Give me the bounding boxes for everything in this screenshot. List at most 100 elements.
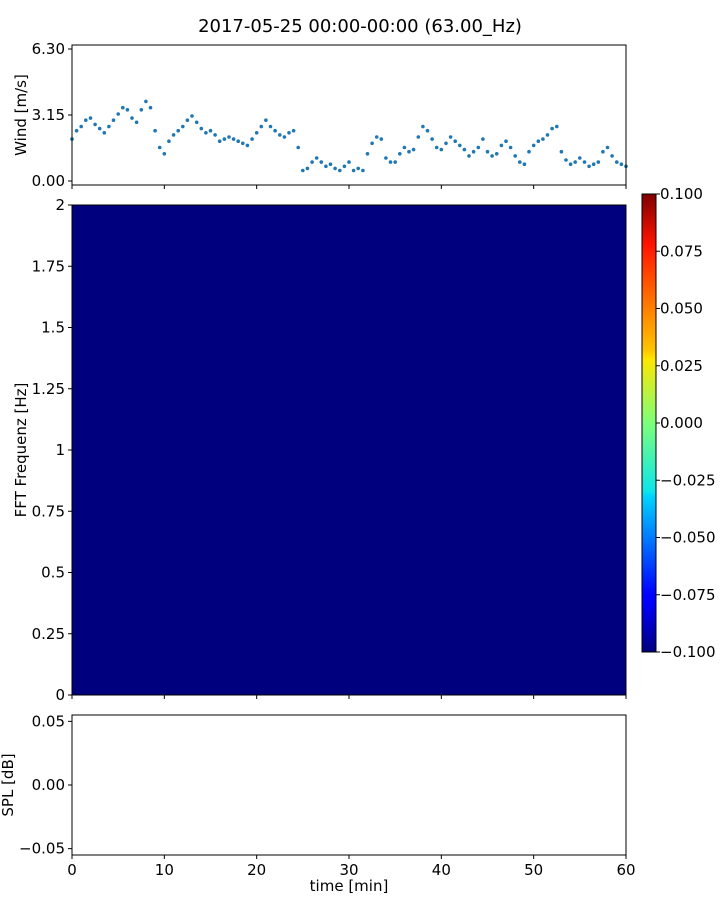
wind-point bbox=[587, 164, 591, 169]
wind-point bbox=[213, 133, 217, 137]
spl-x-tick-label: 50 bbox=[524, 861, 543, 879]
spectrogram-y-tick-label: 0.75 bbox=[32, 502, 65, 520]
wind-point bbox=[388, 160, 393, 164]
wind-point bbox=[338, 168, 342, 173]
colorbar: 0.100 0.075 0.050 0.025 0.000 −0.025 −0.050 −0.… bbox=[641, 185, 716, 661]
wind-point bbox=[282, 135, 287, 139]
wind-point bbox=[356, 166, 361, 171]
wind-point bbox=[190, 114, 194, 118]
wind-point bbox=[79, 124, 83, 129]
wind-point bbox=[559, 149, 564, 154]
wind-point bbox=[134, 120, 139, 125]
colorbar-tick-label: −0.100 bbox=[660, 643, 716, 661]
wind-point bbox=[596, 160, 601, 164]
wind-point bbox=[301, 168, 305, 173]
wind-point bbox=[153, 128, 157, 133]
wind-point bbox=[550, 126, 554, 131]
spectrogram-y-tick-label: 0.25 bbox=[32, 625, 65, 643]
wind-point bbox=[615, 160, 619, 164]
wind-point bbox=[476, 145, 481, 150]
wind-point bbox=[453, 139, 458, 143]
wind-point bbox=[194, 120, 199, 125]
wind-point bbox=[333, 166, 337, 171]
wind-point bbox=[121, 105, 125, 110]
spl-x-tick-label: 40 bbox=[432, 861, 451, 879]
wind-point bbox=[434, 145, 439, 150]
wind-point bbox=[167, 139, 171, 143]
wind-point bbox=[605, 145, 610, 150]
wind-point bbox=[241, 141, 245, 146]
wind-point bbox=[591, 162, 596, 166]
wind-point bbox=[296, 145, 301, 150]
wind-y-tick-label: 6.30 bbox=[32, 40, 65, 58]
wind-point bbox=[407, 149, 411, 154]
wind-point bbox=[490, 154, 494, 158]
spl-y-tick-label: 0.05 bbox=[32, 712, 65, 730]
wind-y-axis-label: Wind [m/s] bbox=[12, 74, 30, 156]
wind-point bbox=[342, 164, 347, 169]
wind-point bbox=[259, 124, 264, 129]
wind-point bbox=[185, 118, 190, 122]
wind-point bbox=[522, 162, 527, 166]
spl-y-ticks: 0.05 0.00 −0.05 bbox=[19, 712, 72, 858]
spectrogram-y-tick-label: 2 bbox=[55, 196, 65, 214]
spl-x-ticks: 0 10 20 30 40 50 60 bbox=[67, 855, 636, 879]
wind-point bbox=[504, 139, 508, 143]
wind-point bbox=[402, 145, 407, 150]
wind-point bbox=[116, 112, 120, 116]
wind-point bbox=[513, 154, 517, 158]
spl-x-tick-label: 30 bbox=[339, 861, 358, 879]
spectrogram-y-ticks: 0 0.25 0.5 0.75 1 1.25 1.5 1.75 2 bbox=[32, 196, 72, 704]
spectrogram-y-tick-label: 1.75 bbox=[32, 257, 65, 275]
wind-point bbox=[268, 124, 273, 129]
wind-point bbox=[485, 149, 490, 154]
colorbar-tick-label: 0.050 bbox=[660, 300, 703, 318]
spl-axes-frame bbox=[71, 714, 627, 856]
wind-point bbox=[310, 160, 314, 164]
wind-point bbox=[467, 154, 471, 158]
wind-point bbox=[199, 126, 204, 131]
wind-panel: 0.00 3.15 6.30 Wind [m/s] bbox=[12, 40, 628, 190]
wind-point bbox=[421, 124, 425, 129]
colorbar-gradient bbox=[642, 194, 656, 652]
wind-point bbox=[430, 137, 434, 141]
wind-point bbox=[111, 118, 116, 122]
chart-title: 2017-05-25 00:00-00:00 (63.00_Hz) bbox=[198, 16, 522, 37]
colorbar-tick-label: −0.075 bbox=[660, 586, 716, 604]
spectrogram-heatmap-cell bbox=[72, 205, 626, 695]
wind-point bbox=[448, 135, 453, 139]
wind-point bbox=[370, 141, 374, 146]
colorbar-tick-label: 0.025 bbox=[660, 357, 703, 375]
wind-point bbox=[162, 152, 167, 156]
spectrogram-y-axis-label: FFT Frequenz [Hz] bbox=[12, 383, 30, 518]
spectrogram-y-tick-label: 0.5 bbox=[41, 564, 65, 582]
wind-point bbox=[171, 133, 176, 137]
wind-point bbox=[458, 143, 462, 148]
wind-point bbox=[439, 147, 444, 152]
spectrogram-panel: 0 0.25 0.5 0.75 1 1.25 1.5 1.75 2 FFT Frequenz [… bbox=[12, 196, 627, 704]
wind-point bbox=[250, 137, 254, 141]
wind-point bbox=[393, 160, 398, 164]
wind-point bbox=[578, 156, 582, 160]
spl-panel: 0.05 0.00 −0.05 0 10 20 30 40 50 60 SPL [dB] tim… bbox=[0, 712, 636, 895]
spl-x-tick-label: 0 bbox=[67, 861, 77, 879]
wind-point bbox=[125, 108, 130, 112]
wind-point bbox=[601, 149, 605, 154]
x-axis-label: time [min] bbox=[310, 877, 389, 895]
wind-point bbox=[545, 133, 550, 137]
wind-point bbox=[148, 105, 153, 110]
wind-point bbox=[176, 128, 180, 133]
wind-point bbox=[181, 124, 185, 129]
spectrogram-y-tick-label: 1 bbox=[55, 441, 65, 459]
wind-point bbox=[130, 116, 134, 120]
wind-point bbox=[518, 160, 522, 164]
wind-point bbox=[222, 137, 227, 141]
wind-point bbox=[88, 116, 93, 120]
wind-point bbox=[264, 118, 268, 122]
wind-point bbox=[204, 131, 208, 135]
spl-x-tick-label: 60 bbox=[616, 861, 635, 879]
wind-y-ticks: 0.00 3.15 6.30 bbox=[32, 40, 72, 190]
wind-point bbox=[305, 166, 310, 171]
spectrogram-y-tick-label: 1.25 bbox=[32, 380, 65, 398]
